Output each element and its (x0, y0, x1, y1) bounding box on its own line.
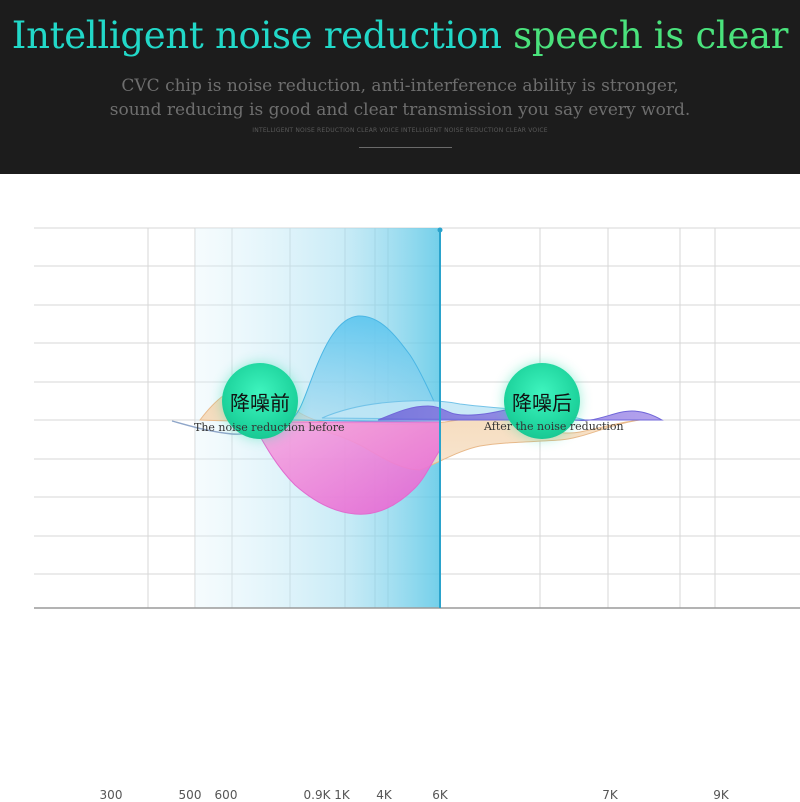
noise-reduction-graphic: 降噪前 The noise reduction before 降噪后 After… (0, 174, 800, 802)
banner-tagline: INTELLIGENT NOISE REDUCTION CLEAR VOICE … (252, 127, 548, 134)
pink-wave (251, 421, 441, 515)
axis-tick-300: 300 (99, 788, 123, 802)
banner-description-line2: sound reducing is good and clear transmi… (109, 100, 691, 120)
banner-title-part2: speech is clear (501, 14, 789, 57)
banner-description-line1: CVC chip is noise reduction, anti-interf… (121, 76, 679, 96)
after-caption: After the noise reduction (484, 420, 624, 433)
waveform-illustration (34, 227, 800, 609)
before-caption: The noise reduction before (194, 421, 345, 434)
axis-tick-600: 600 (214, 788, 238, 802)
axis-tick-0.9k: 0.9K (303, 788, 331, 802)
axis-tick-6k: 6K (432, 788, 448, 802)
axis-tick-500: 500 (178, 788, 202, 802)
banner-title: Intelligent noise reduction speech is cl… (0, 14, 800, 57)
banner-title-part1: Intelligent noise reduction (11, 14, 502, 57)
split-marker-dot (437, 227, 443, 233)
axis-tick-7k: 7K (602, 788, 618, 802)
axis-tick-1k: 1K (334, 788, 350, 802)
axis-tick-4k: 4K (376, 788, 392, 802)
axis-tick-9k: 9K (713, 788, 729, 802)
banner-divider (359, 147, 452, 148)
header-banner: Intelligent noise reduction speech is cl… (0, 0, 800, 174)
blue-wave (289, 315, 441, 423)
after-badge: 降噪后 (504, 363, 580, 439)
before-badge: 降噪前 (222, 363, 298, 439)
